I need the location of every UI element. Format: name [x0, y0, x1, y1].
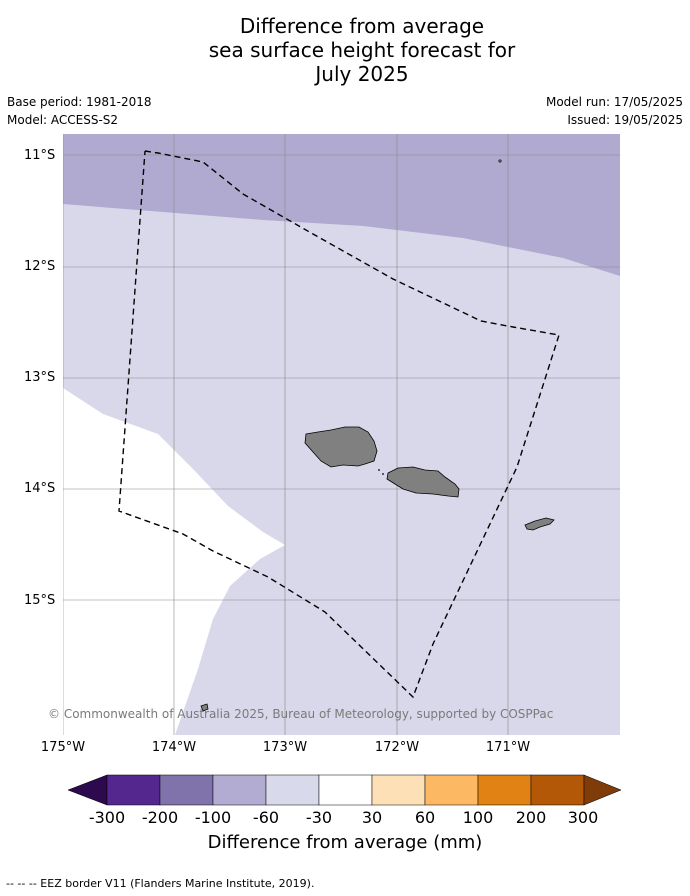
upolu-island: [386, 466, 460, 498]
model-run-label: Model run: 17/05/2025: [545, 95, 683, 109]
colorbar-tick-7: 60: [414, 808, 436, 827]
base-period-label: Base period: 1981-2018: [7, 95, 152, 109]
lon-label-171w: 171°W: [485, 740, 531, 755]
manono-island: [382, 473, 384, 475]
colorbar-tick-6: 30: [361, 808, 383, 827]
eez-footnote: -- -- -- EEZ border V11 (Flanders Marine…: [6, 877, 315, 890]
chart-title: Difference from average sea surface heig…: [0, 14, 690, 86]
lon-label-173w: 173°W: [262, 740, 308, 755]
colorbar-bin-9: [530, 774, 585, 806]
band-medium-lavender: [63, 134, 620, 276]
colorbar-title: Difference from average (mm): [207, 832, 483, 853]
lat-label-14s: 14°S: [24, 481, 56, 496]
colorbar-bin-5: [318, 774, 373, 806]
eez-border: [118, 150, 560, 699]
colorbar-bin-1: [106, 774, 161, 806]
colorbar-tick-10: 300: [567, 808, 599, 827]
colorbar-tick-9: 200: [515, 808, 547, 827]
title-line-3: July 2025: [315, 62, 409, 86]
title-line-1: Difference from average: [239, 14, 485, 38]
graticule: [63, 134, 620, 735]
tutuila-island: [524, 517, 555, 531]
colorbar-tick-4: -60: [252, 808, 280, 827]
colorbar-bin-2: [159, 774, 214, 806]
colorbar-bin-6: [371, 774, 426, 806]
colorbar-tick-2: -200: [141, 808, 179, 827]
colorbar-tick-8: 100: [462, 808, 494, 827]
lat-label-11s: 11°S: [24, 148, 56, 163]
copyright-notice: © Commonwealth of Australia 2025, Bureau…: [48, 707, 554, 721]
title-line-2: sea surface height forecast for: [208, 38, 516, 62]
map-panel: [63, 134, 620, 735]
small-island-south: [200, 703, 209, 712]
lat-label-12s: 12°S: [24, 259, 56, 274]
colorbar: [68, 774, 622, 806]
colorbar-tick-1: -300: [88, 808, 126, 827]
apolima-island: [378, 469, 380, 471]
lon-label-175w: 175°W: [40, 740, 86, 755]
model-label: Model: ACCESS-S2: [7, 113, 119, 127]
colorbar-bin-4: [265, 774, 320, 806]
issued-label: Issued: 19/05/2025: [567, 113, 683, 127]
colorbar-bin-3: [212, 774, 267, 806]
lon-label-174w: 174°W: [151, 740, 197, 755]
savaii-island: [304, 426, 378, 468]
colorbar-tick-3: -100: [194, 808, 232, 827]
lat-label-13s: 13°S: [24, 370, 56, 385]
colorbar-extend-high: [583, 774, 622, 806]
colorbar-extend-low: [68, 774, 108, 806]
colorbar-bin-7: [424, 774, 479, 806]
lat-label-15s: 15°S: [24, 593, 56, 608]
small-island-north: [498, 159, 502, 163]
lon-label-172w: 172°W: [374, 740, 420, 755]
colorbar-bin-8: [477, 774, 532, 806]
colorbar-tick-5: -30: [305, 808, 333, 827]
